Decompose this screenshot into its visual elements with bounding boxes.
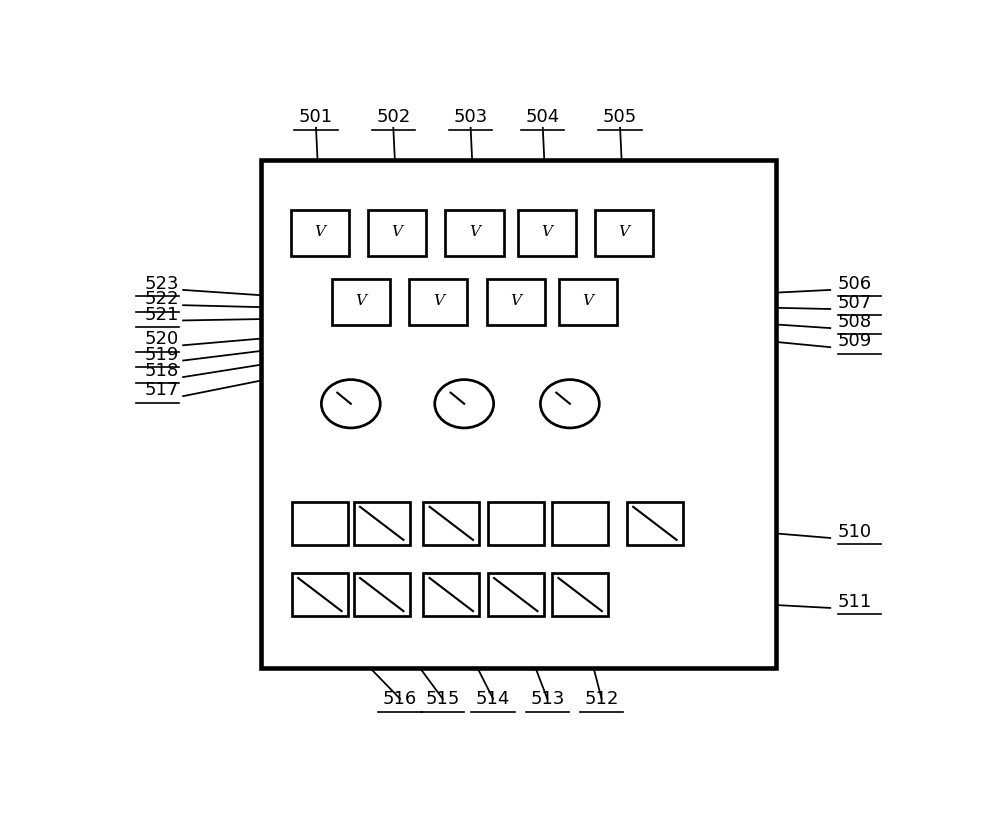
Text: V: V [314, 225, 325, 239]
Text: V: V [541, 225, 552, 239]
Text: 512: 512 [584, 691, 619, 709]
Text: 508: 508 [838, 313, 872, 331]
Text: V: V [433, 294, 444, 308]
Bar [292, 501, 348, 545]
Text: V: V [618, 225, 629, 239]
Text: 501: 501 [299, 108, 333, 126]
Text: 511: 511 [838, 593, 872, 611]
Text: 516: 516 [383, 691, 417, 709]
Text: V: V [469, 225, 480, 239]
Text: V: V [392, 225, 403, 239]
Bar [292, 573, 348, 616]
Bar [409, 279, 467, 325]
Bar [332, 279, 390, 325]
Text: 520: 520 [145, 330, 179, 349]
Text: 506: 506 [838, 275, 872, 293]
Text: 504: 504 [526, 108, 560, 126]
Text: 503: 503 [454, 108, 488, 126]
Bar [559, 279, 617, 325]
Text: 521: 521 [145, 306, 179, 324]
Bar [354, 501, 410, 545]
Bar [552, 501, 608, 545]
Text: 522: 522 [145, 291, 179, 308]
Text: 502: 502 [376, 108, 410, 126]
Text: 517: 517 [145, 382, 179, 399]
Bar [552, 573, 608, 616]
Text: 507: 507 [838, 294, 872, 312]
Text: V: V [356, 294, 367, 308]
Bar [445, 211, 504, 256]
Bar [627, 501, 683, 545]
Text: V: V [510, 294, 521, 308]
Bar [487, 279, 545, 325]
Text: 510: 510 [838, 523, 872, 541]
Text: 505: 505 [603, 108, 637, 126]
Bar [595, 211, 653, 256]
Bar [354, 573, 410, 616]
Text: 513: 513 [530, 691, 565, 709]
Bar [291, 211, 349, 256]
Bar [488, 501, 544, 545]
Bar [368, 211, 426, 256]
Bar [423, 501, 479, 545]
Text: 514: 514 [476, 691, 510, 709]
Text: 519: 519 [145, 346, 179, 363]
Bar [423, 573, 479, 616]
Text: V: V [582, 294, 593, 308]
Bar [488, 573, 544, 616]
Text: 515: 515 [426, 691, 460, 709]
Bar [261, 159, 776, 668]
Text: 509: 509 [838, 332, 872, 350]
Text: 518: 518 [145, 363, 179, 380]
Bar [518, 211, 576, 256]
Text: 523: 523 [145, 275, 179, 293]
